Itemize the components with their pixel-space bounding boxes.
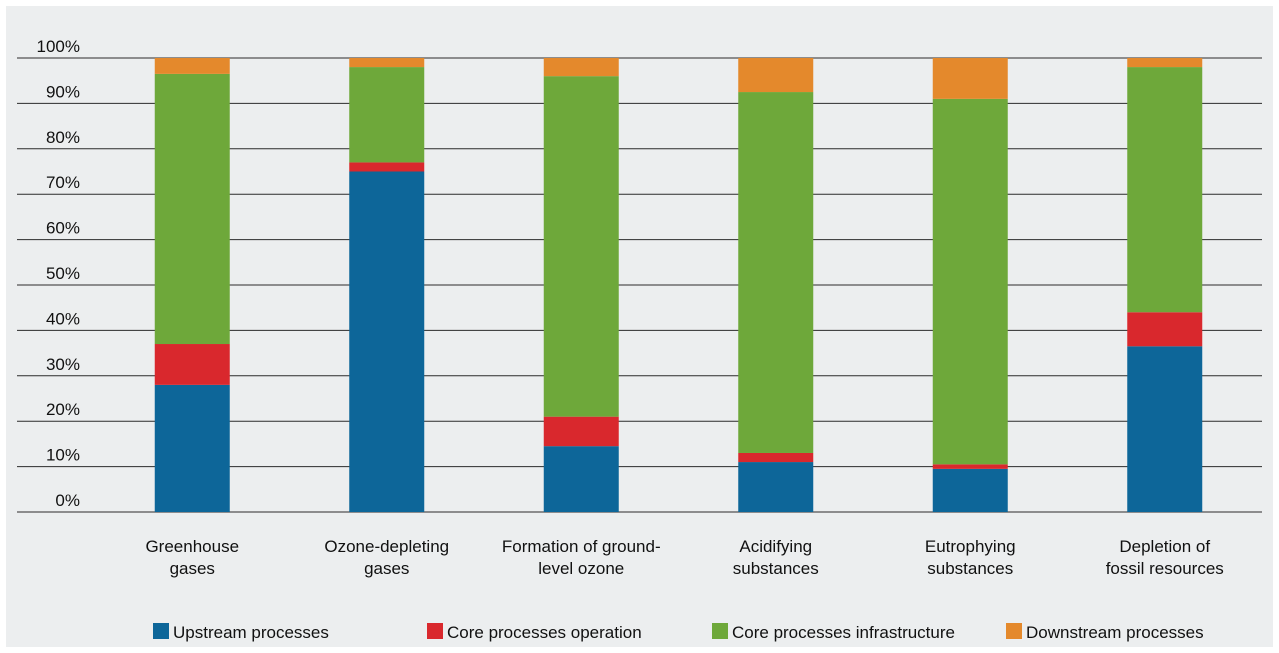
bar-segment: [543, 446, 619, 512]
y-tick-label: 50%: [46, 264, 80, 283]
y-tick-label: 0%: [55, 491, 80, 510]
legend: Upstream processes Core processes operati…: [153, 623, 1204, 642]
category-label: substances: [733, 559, 819, 578]
bar-segment: [349, 162, 425, 172]
bar-segment: [543, 416, 619, 447]
category-label: Ozone-depleting: [324, 537, 449, 556]
bar-segment: [349, 67, 425, 163]
category-label: gases: [170, 559, 215, 578]
category-label: Acidifying: [739, 537, 812, 556]
bar-segment: [738, 58, 814, 93]
legend-label: Core processes operation: [447, 623, 642, 642]
bar-segment: [932, 98, 1008, 465]
bar-segment: [738, 462, 814, 512]
bar-segment: [932, 464, 1008, 469]
bar-segment: [738, 92, 814, 453]
category-label: Eutrophying: [925, 537, 1016, 556]
legend-label: Core processes infrastructure: [732, 623, 955, 642]
category-label: Greenhouse: [145, 537, 239, 556]
bar-segment: [1127, 346, 1203, 512]
bar-segment: [154, 58, 230, 74]
y-tick-label: 10%: [46, 446, 80, 465]
bars: [154, 58, 1203, 512]
bar-segment: [154, 73, 230, 345]
y-tick-label: 20%: [46, 400, 80, 419]
bar-segment: [1127, 67, 1203, 313]
y-tick-label: 100%: [37, 37, 80, 56]
bar-segment: [932, 58, 1008, 99]
y-tick-label: 60%: [46, 219, 80, 238]
bar-segment: [154, 384, 230, 512]
bar-segment: [932, 468, 1008, 512]
category-label: Depletion of: [1119, 537, 1210, 556]
legend-label: Upstream processes: [173, 623, 329, 642]
legend-swatch: [1006, 623, 1022, 639]
bar-segment: [154, 344, 230, 385]
category-label: level ozone: [538, 559, 624, 578]
bar-segment: [738, 452, 814, 463]
bar-segment: [1127, 58, 1203, 68]
legend-swatch: [427, 623, 443, 639]
legend-swatch: [712, 623, 728, 639]
y-tick-label: 70%: [46, 173, 80, 192]
y-tick-label: 90%: [46, 82, 80, 101]
bar-segment: [543, 58, 619, 77]
bar-segment: [349, 171, 425, 512]
bar-segment: [543, 76, 619, 417]
y-tick-label: 80%: [46, 128, 80, 147]
y-tick-label: 30%: [46, 355, 80, 374]
category-label: fossil resources: [1106, 559, 1224, 578]
category-label: Formation of ground-: [502, 537, 661, 556]
y-axis-ticks: 0% 10% 20% 30% 40% 50% 60% 70% 80% 90% 100%: [37, 37, 80, 510]
bar-segment: [1127, 312, 1203, 347]
legend-label: Downstream processes: [1026, 623, 1204, 642]
category-label: substances: [927, 559, 1013, 578]
y-tick-label: 40%: [46, 309, 80, 328]
category-labels: Greenhouse gases Ozone-depleting gases Forma…: [145, 537, 1223, 578]
category-label: gases: [364, 559, 409, 578]
bar-segment: [349, 58, 425, 68]
legend-swatch: [153, 623, 169, 639]
